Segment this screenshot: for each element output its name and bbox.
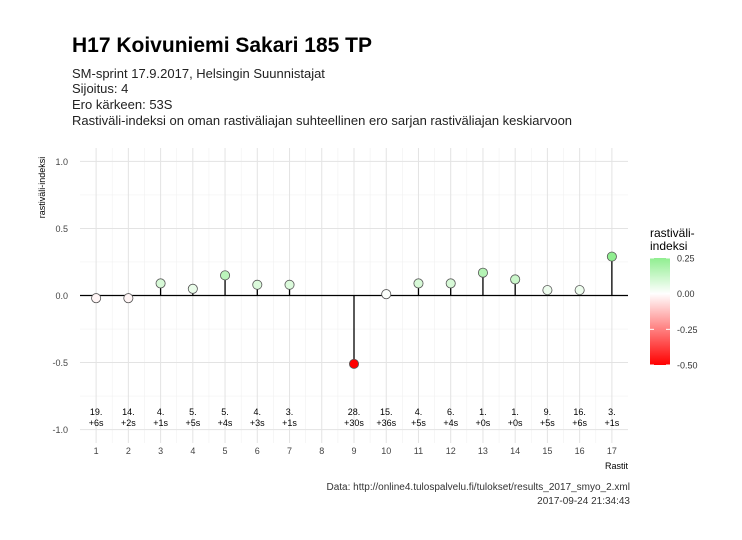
chart-title: H17 Koivuniemi Sakari 185 TP xyxy=(72,34,372,57)
diff-label-1: +6s xyxy=(89,418,104,428)
rank-label-15: 9. xyxy=(544,407,552,417)
point-control-12 xyxy=(445,278,456,289)
point-control-16 xyxy=(574,285,585,296)
legend-title-line: rastiväli- xyxy=(650,226,695,240)
x-tick-label: 6 xyxy=(255,446,260,456)
x-tick-label: 13 xyxy=(478,446,488,456)
x-tick-label: 11 xyxy=(414,446,423,456)
legend-tick-label: 0.25 xyxy=(677,254,695,264)
diff-label-15: +5s xyxy=(540,418,555,428)
x-tick-label: 10 xyxy=(381,446,391,456)
point-control-17 xyxy=(606,251,617,262)
y-tick-label: 1.0 xyxy=(55,157,68,167)
point-control-1 xyxy=(91,293,102,304)
diff-label-7: +1s xyxy=(282,418,297,428)
point-control-9 xyxy=(348,358,359,369)
rank-label-7: 3. xyxy=(286,407,294,417)
point-control-14 xyxy=(510,274,521,285)
x-tick-label: 7 xyxy=(287,446,292,456)
rank-label-17: 3. xyxy=(608,407,616,417)
x-tick-label: 4 xyxy=(190,446,195,456)
point-labels: 19.+6s14.+2s4.+1s5.+5s5.+4s4.+3s3.+1s28.… xyxy=(89,407,620,428)
rank-label-4: 5. xyxy=(189,407,197,417)
point-control-10 xyxy=(381,289,392,300)
x-tick-label: 15 xyxy=(542,446,552,456)
diff-label-2: +2s xyxy=(121,418,136,428)
x-tick-label: 16 xyxy=(575,446,585,456)
y-tick-label: -1.0 xyxy=(52,425,68,435)
diff-label-6: +3s xyxy=(250,418,265,428)
chart-subtitle-rank: Sijoitus: 4 xyxy=(72,81,129,96)
rank-label-12: 6. xyxy=(447,407,455,417)
diff-label-3: +1s xyxy=(153,418,168,428)
legend-colorbar xyxy=(650,258,670,365)
diff-label-17: +1s xyxy=(604,418,619,428)
point-control-7 xyxy=(284,279,295,290)
rank-label-11: 4. xyxy=(415,407,423,417)
diff-label-4: +5s xyxy=(185,418,200,428)
x-tick-label: 17 xyxy=(607,446,617,456)
x-tick-label: 5 xyxy=(223,446,228,456)
diff-label-16: +6s xyxy=(572,418,587,428)
y-tick-label: 0.0 xyxy=(55,291,68,301)
rank-label-6: 4. xyxy=(254,407,262,417)
point-control-2 xyxy=(123,293,134,304)
diff-label-9: +30s xyxy=(344,418,364,428)
y-axis-title: rastiväli-indeksi xyxy=(37,157,47,219)
chart-subtitle-event: SM-sprint 17.9.2017, Helsingin Suunnista… xyxy=(72,66,325,81)
caption-timestamp: 2017-09-24 21:34:43 xyxy=(537,496,630,507)
diff-label-13: +0s xyxy=(476,418,491,428)
rank-label-13: 1. xyxy=(479,407,487,417)
point-control-15 xyxy=(542,285,553,296)
data-points xyxy=(91,251,617,369)
rank-label-9: 28. xyxy=(348,407,361,417)
rank-label-2: 14. xyxy=(122,407,135,417)
rank-label-1: 19. xyxy=(90,407,103,417)
x-tick-label: 9 xyxy=(351,446,356,456)
legend-tick-label: -0.25 xyxy=(677,325,698,335)
x-axis-title: Rastit xyxy=(605,461,629,471)
chart-subtitle-description: Rastiväli-indeksi on oman rastiväliajan … xyxy=(72,113,573,128)
rank-label-10: 15. xyxy=(380,407,393,417)
point-control-11 xyxy=(413,278,424,289)
point-control-6 xyxy=(252,279,263,290)
point-control-5 xyxy=(220,270,231,281)
diff-label-10: +36s xyxy=(376,418,396,428)
x-tick-label: 8 xyxy=(319,446,324,456)
rank-label-14: 1. xyxy=(511,407,519,417)
x-tick-label: 14 xyxy=(510,446,520,456)
x-tick-label: 3 xyxy=(158,446,163,456)
chart-subtitle-gap: Ero kärkeen: 53S xyxy=(72,97,173,112)
x-tick-label: 12 xyxy=(446,446,456,456)
rank-label-3: 4. xyxy=(157,407,165,417)
point-control-4 xyxy=(187,283,198,294)
y-tick-label: -0.5 xyxy=(52,358,68,368)
legend-tick-label: 0.00 xyxy=(677,289,695,299)
y-tick-label: 0.5 xyxy=(55,224,68,234)
diff-label-14: +0s xyxy=(508,418,523,428)
legend-tick-label: -0.50 xyxy=(677,361,698,371)
diff-label-5: +4s xyxy=(218,418,233,428)
rank-label-16: 16. xyxy=(573,407,586,417)
rank-label-5: 5. xyxy=(221,407,229,417)
x-tick-label: 1 xyxy=(94,446,99,456)
point-control-13 xyxy=(477,267,488,278)
diff-label-11: +5s xyxy=(411,418,426,428)
point-control-3 xyxy=(155,278,166,289)
x-tick-label: 2 xyxy=(126,446,131,456)
caption-source: Data: http://online4.tulospalvelu.fi/tul… xyxy=(326,482,630,493)
legend-title-line: indeksi xyxy=(650,239,687,253)
diff-label-12: +4s xyxy=(443,418,458,428)
